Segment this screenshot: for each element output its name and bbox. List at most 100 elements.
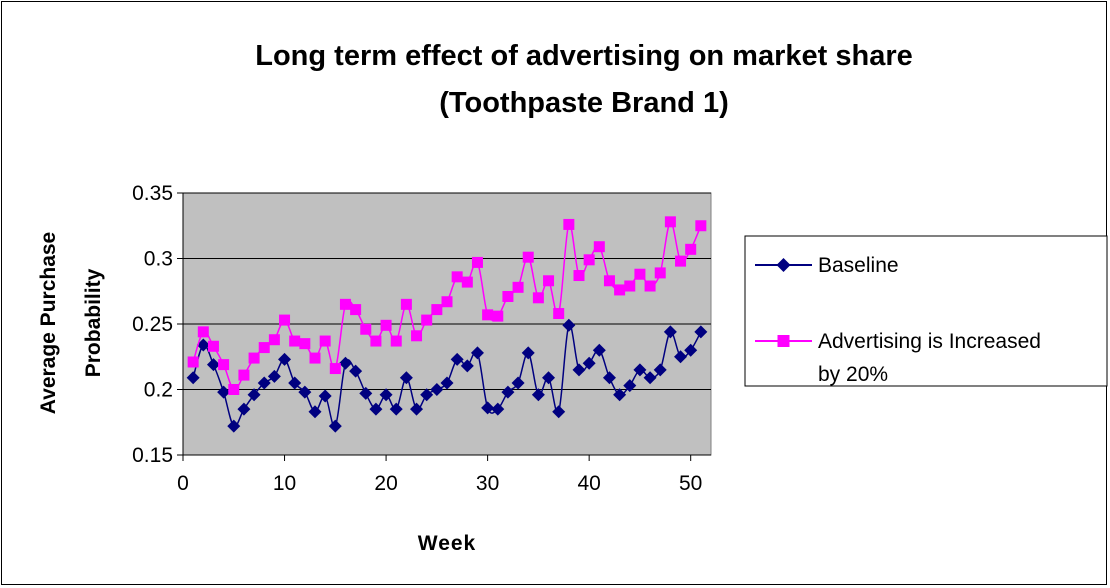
data-point-advertising bbox=[685, 243, 697, 255]
data-point-advertising bbox=[553, 308, 565, 320]
data-point-baseline bbox=[410, 402, 424, 416]
data-point-baseline bbox=[602, 371, 616, 385]
data-point-baseline bbox=[572, 363, 586, 377]
data-point-baseline bbox=[257, 376, 271, 390]
data-point-advertising bbox=[279, 314, 291, 326]
data-point-advertising bbox=[299, 338, 311, 350]
data-point-advertising bbox=[644, 280, 656, 292]
data-point-baseline bbox=[511, 376, 525, 390]
y-tick-label: 0.3 bbox=[144, 248, 173, 271]
data-point-advertising bbox=[624, 280, 636, 292]
data-point-advertising bbox=[329, 363, 341, 375]
x-ticks: 0 10 20 30 40 50 bbox=[177, 455, 702, 495]
data-point-baseline bbox=[450, 352, 464, 366]
data-point-advertising bbox=[228, 384, 240, 395]
data-point-baseline bbox=[247, 388, 261, 402]
data-point-baseline bbox=[633, 363, 647, 377]
data-point-advertising bbox=[583, 254, 595, 266]
data-point-advertising bbox=[268, 334, 280, 346]
data-point-baseline bbox=[298, 385, 312, 399]
data-point-advertising bbox=[187, 356, 199, 368]
data-point-advertising bbox=[593, 241, 605, 253]
x-axis-label: Week bbox=[418, 532, 476, 555]
y-tick-label: 0.15 bbox=[132, 444, 173, 467]
data-point-baseline bbox=[206, 358, 220, 372]
data-point-baseline bbox=[196, 338, 210, 352]
data-point-baseline bbox=[663, 325, 677, 339]
data-point-baseline bbox=[501, 385, 515, 399]
data-point-baseline bbox=[217, 385, 231, 399]
y-axis-label-line2: Probability bbox=[82, 268, 105, 377]
data-point-baseline bbox=[613, 388, 627, 402]
data-point-advertising bbox=[411, 330, 423, 342]
y-ticks: 0.15 0.2 0.25 0.3 0.35 bbox=[132, 182, 183, 467]
data-point-advertising bbox=[563, 218, 575, 230]
data-point-baseline bbox=[531, 388, 545, 402]
data-point-baseline bbox=[369, 402, 383, 416]
data-point-baseline bbox=[288, 376, 302, 390]
data-point-baseline bbox=[399, 371, 413, 385]
data-point-advertising bbox=[218, 359, 230, 371]
data-point-advertising bbox=[400, 298, 412, 310]
data-point-advertising bbox=[289, 335, 301, 347]
data-point-advertising bbox=[502, 290, 514, 302]
x-tick-label: 50 bbox=[679, 472, 702, 495]
data-point-advertising bbox=[543, 275, 555, 287]
data-point-advertising bbox=[512, 281, 524, 293]
data-point-baseline bbox=[389, 402, 403, 416]
x-tick-label: 20 bbox=[374, 472, 397, 495]
legend-label-advertising-line2: by 20% bbox=[818, 363, 888, 386]
series-advertising bbox=[187, 216, 707, 395]
data-point-advertising bbox=[309, 352, 321, 364]
data-point-advertising bbox=[248, 352, 260, 364]
data-point-baseline bbox=[278, 352, 292, 366]
data-point-advertising bbox=[482, 309, 494, 321]
data-point-baseline bbox=[552, 405, 566, 419]
y-tick-label: 0.25 bbox=[132, 313, 173, 336]
data-point-advertising bbox=[421, 314, 433, 326]
legend: Baseline Advertising is Increased by 20% bbox=[744, 235, 1108, 387]
data-point-advertising bbox=[380, 319, 392, 331]
x-tick-label: 0 bbox=[177, 472, 189, 495]
data-point-advertising bbox=[634, 268, 646, 280]
data-point-baseline bbox=[430, 383, 444, 396]
data-point-advertising bbox=[197, 326, 209, 338]
data-point-baseline bbox=[328, 419, 342, 433]
data-point-baseline bbox=[186, 371, 200, 385]
data-point-baseline bbox=[440, 376, 454, 390]
data-point-advertising bbox=[492, 310, 504, 322]
data-point-baseline bbox=[308, 405, 322, 419]
data-point-baseline bbox=[227, 419, 241, 433]
data-point-baseline bbox=[674, 350, 688, 364]
data-point-baseline bbox=[521, 346, 535, 360]
data-point-advertising bbox=[573, 270, 585, 282]
data-point-baseline bbox=[684, 343, 698, 357]
data-point-advertising bbox=[258, 342, 270, 354]
x-tick-label: 40 bbox=[577, 472, 600, 495]
data-point-advertising bbox=[431, 304, 443, 316]
data-point-advertising bbox=[614, 284, 626, 296]
data-point-advertising bbox=[350, 304, 362, 316]
data-point-advertising bbox=[471, 256, 483, 268]
data-point-baseline bbox=[694, 325, 708, 339]
x-tick-label: 10 bbox=[273, 472, 296, 495]
chart-title-line2: (Toothpaste Brand 1) bbox=[439, 87, 728, 119]
data-point-advertising bbox=[675, 255, 687, 267]
data-point-advertising bbox=[654, 267, 666, 279]
data-point-advertising bbox=[451, 271, 463, 283]
legend-label-baseline: Baseline bbox=[818, 254, 899, 277]
data-point-advertising bbox=[603, 275, 615, 287]
legend-label-advertising-line1: Advertising is Increased bbox=[818, 330, 1041, 353]
y-tick-label: 0.2 bbox=[144, 379, 173, 402]
data-point-advertising bbox=[522, 251, 534, 263]
data-point-baseline bbox=[338, 356, 352, 370]
data-point-baseline bbox=[460, 359, 474, 373]
data-point-baseline bbox=[470, 346, 484, 360]
data-point-advertising bbox=[207, 340, 219, 352]
data-point-advertising bbox=[319, 335, 331, 347]
data-point-baseline bbox=[592, 343, 606, 357]
data-point-advertising bbox=[370, 335, 382, 347]
data-point-advertising bbox=[339, 298, 351, 310]
data-point-advertising bbox=[532, 292, 544, 304]
gridlines bbox=[183, 192, 711, 390]
